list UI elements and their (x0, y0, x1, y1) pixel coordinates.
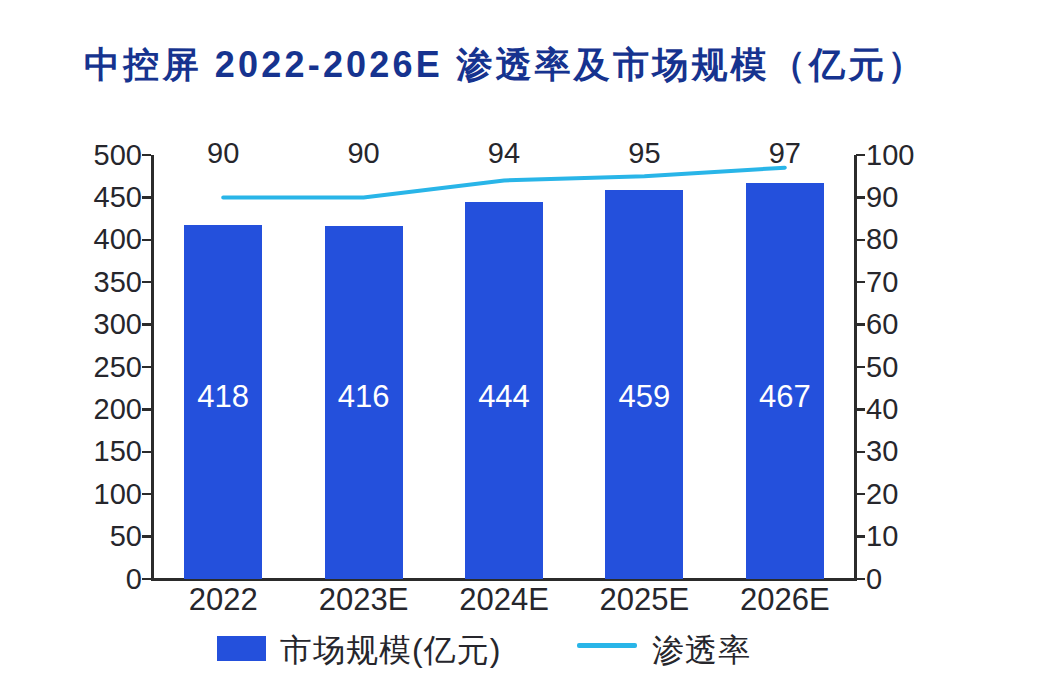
bar-value-label: 444 (465, 381, 543, 413)
y-axis-left-label: 250 (52, 352, 142, 383)
x-axis-label-2023E: 2023E (294, 584, 434, 616)
y-axis-right-tick (856, 408, 865, 411)
y-axis-left-label: 450 (52, 182, 142, 213)
y-axis-right-tick (856, 281, 865, 284)
legend-line-swatch (577, 643, 637, 648)
y-axis-left-label: 0 (52, 564, 142, 595)
y-axis-right-tick (856, 154, 865, 157)
legend-bar-swatch (217, 636, 266, 661)
y-axis-left-label: 100 (52, 479, 142, 510)
bar-value-label: 459 (605, 381, 683, 413)
y-axis-right-tick (856, 493, 865, 496)
y-axis-right-label: 90 (866, 182, 898, 213)
bar-value-label: 418 (184, 381, 262, 413)
y-axis-left-label: 400 (52, 224, 142, 255)
y-axis-left-tick (142, 578, 151, 581)
y-axis-left-label: 350 (52, 267, 142, 298)
y-axis-left-tick (142, 196, 151, 199)
y-axis-right-label: 50 (866, 352, 898, 383)
line-value-label: 97 (735, 138, 835, 168)
y-axis-left-label: 500 (52, 140, 142, 171)
bar-value-label: 416 (325, 381, 403, 413)
y-axis-left-tick (142, 323, 151, 326)
line-value-label: 90 (173, 138, 273, 168)
x-axis-label-2024E: 2024E (434, 584, 574, 616)
line-value-label: 94 (454, 138, 554, 168)
y-axis-right-label: 30 (866, 436, 898, 467)
bar-value-label: 467 (746, 381, 824, 413)
x-axis-label-2022: 2022 (153, 584, 293, 616)
plot-area: 0 50 100 150 200 250 300 350 400 450 500 0 10 20 30 40 5… (0, 0, 1048, 685)
y-axis-right-label: 80 (866, 224, 898, 255)
line-value-label: 95 (594, 138, 694, 168)
y-axis-right-label: 100 (866, 140, 914, 171)
y-axis-left-tick (142, 493, 151, 496)
x-axis-label-2026E: 2026E (715, 584, 855, 616)
y-axis-left-label: 150 (52, 436, 142, 467)
chart-page: 中控屏 2022-2026E 渗透率及市场规模（亿元） 050100150200… (0, 0, 1048, 685)
y-axis-right-label: 0 (866, 564, 882, 595)
legend-line-label: 渗透率 (652, 629, 751, 673)
y-axis-left-tick (142, 154, 151, 157)
y-axis-right-label: 60 (866, 309, 898, 340)
y-axis-right-label: 40 (866, 394, 898, 425)
y-axis-right-tick (856, 239, 865, 242)
y-axis-left-label: 300 (52, 309, 142, 340)
x-axis-label-2025E: 2025E (574, 584, 714, 616)
y-axis-right-tick (856, 323, 865, 326)
y-axis-left-tick (142, 281, 151, 284)
y-axis-right-tick (856, 366, 865, 369)
y-axis-left (151, 155, 154, 581)
y-axis-right-label: 10 (866, 521, 898, 552)
y-axis-right-tick (856, 451, 865, 454)
line-value-label: 90 (314, 138, 414, 168)
legend-bar-label: 市场规模(亿元) (280, 629, 501, 673)
y-axis-right-label: 70 (866, 267, 898, 298)
y-axis-left-tick (142, 366, 151, 369)
y-axis-right-tick (856, 196, 865, 199)
y-axis-left-tick (142, 239, 151, 242)
y-axis-left-tick (142, 535, 151, 538)
y-axis-right-tick (856, 578, 865, 581)
y-axis-left-tick (142, 451, 151, 454)
y-axis-left-label: 50 (52, 521, 142, 552)
y-axis-right-tick (856, 535, 865, 538)
y-axis-right-label: 20 (866, 479, 898, 510)
y-axis-left-tick (142, 408, 151, 411)
y-axis-left-label: 200 (52, 394, 142, 425)
